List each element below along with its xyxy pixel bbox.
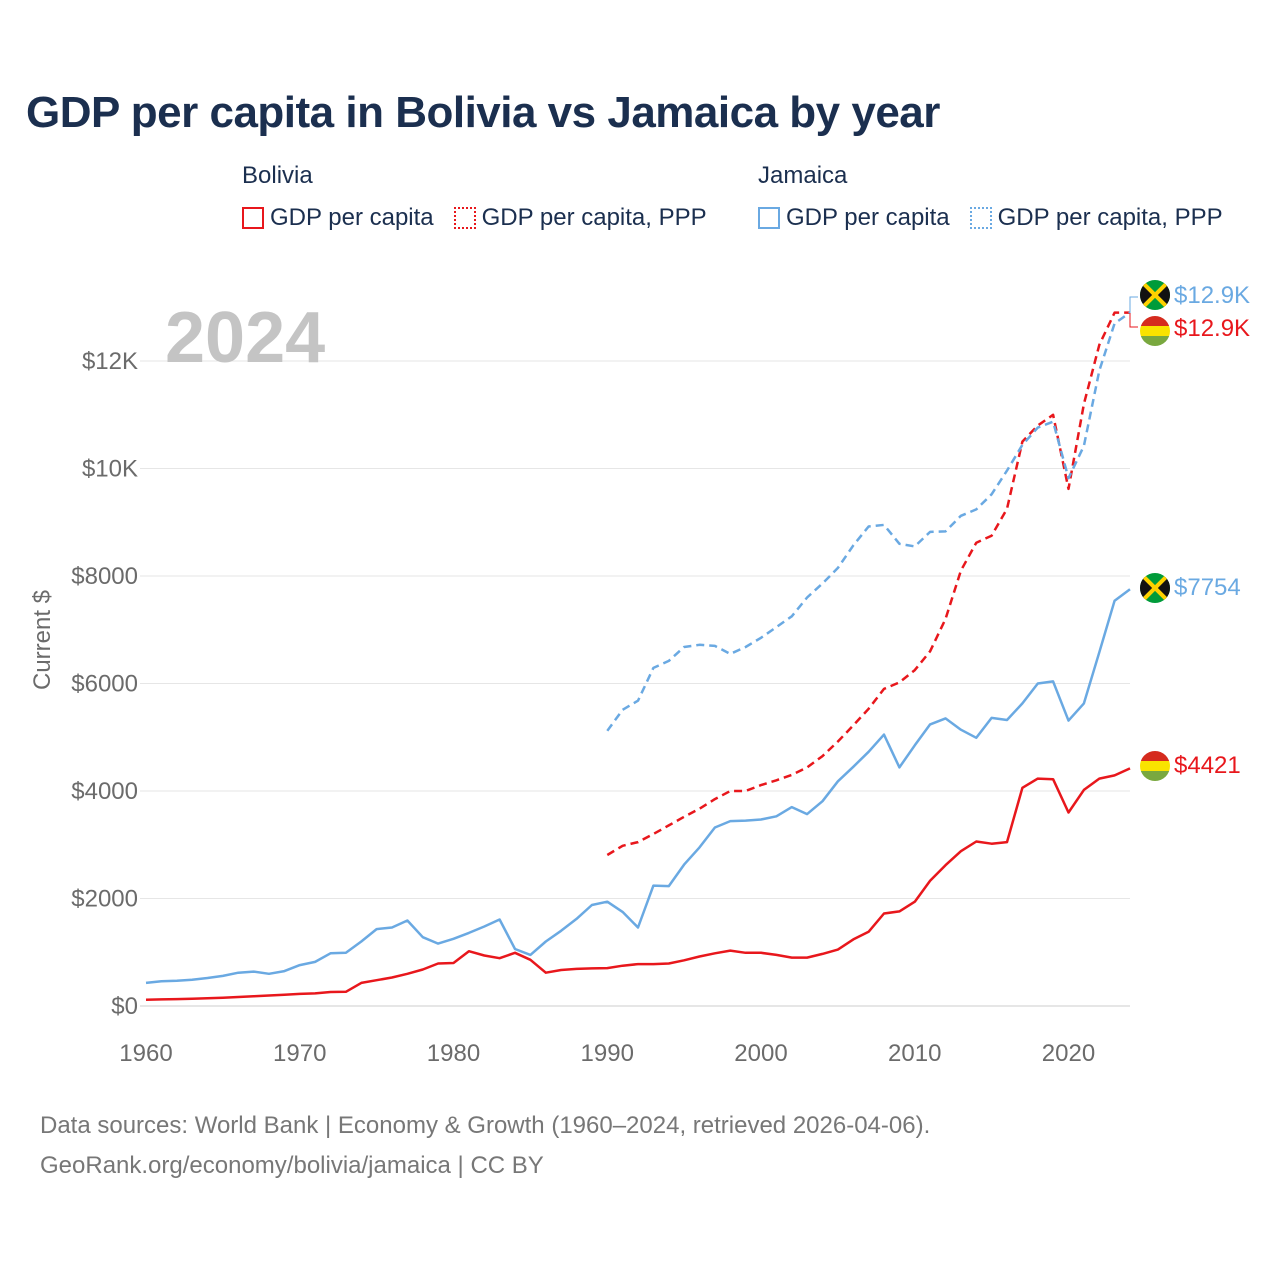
legend-group-name: Jamaica — [758, 162, 848, 189]
series-line-jamaica-gdp[interactable] — [145, 588, 1131, 985]
y-tick-label: $0 — [111, 993, 138, 1020]
end-label-jamaica-gdp: $7754 — [1174, 574, 1241, 601]
source-line-2[interactable]: GeoRank.org/economy/bolivia/jamaica | CC… — [40, 1152, 544, 1179]
x-tick-label: 1960 — [119, 1040, 172, 1067]
data-source: Data sources: World Bank | Economy & Gro… — [40, 1106, 930, 1186]
series-line-bolivia-gdp[interactable] — [145, 767, 1131, 1002]
series-lines — [145, 311, 1131, 1002]
legend-group-bolivia: Bolivia GDP per capita GDP per capita, P… — [242, 162, 707, 232]
gridlines — [140, 360, 1130, 1007]
line-chart: $0$2000$4000$6000$8000$10K$12K 1960 1970 1… — [29, 280, 1250, 1067]
series-line-bolivia-ppp[interactable] — [606, 311, 1130, 857]
legend-swatch-dotted — [453, 207, 476, 229]
x-tick-label: 1970 — [273, 1040, 326, 1067]
x-tick-label: 2020 — [1042, 1040, 1095, 1067]
y-tick-label: $4000 — [71, 778, 138, 805]
legend-group-jamaica: Jamaica GDP per capita GDP per capita, P… — [758, 162, 1223, 232]
y-tick-label: $2000 — [71, 886, 138, 913]
legend-item-label: GDP per capita — [270, 204, 434, 231]
legend-group-name: Bolivia — [242, 162, 313, 189]
legend-item-bolivia-gdp[interactable]: GDP per capita — [242, 204, 434, 232]
jamaica-flag-icon — [1140, 573, 1170, 603]
label-bracket-bolivia — [1129, 313, 1138, 328]
x-tick-label: 1990 — [581, 1040, 634, 1067]
x-tick-label: 1980 — [427, 1040, 480, 1067]
legend-item-label: GDP per capita, PPP — [997, 204, 1223, 231]
legend-item-bolivia-ppp[interactable]: GDP per capita, PPP — [453, 204, 707, 232]
x-tick-label: 2010 — [888, 1040, 941, 1067]
legend-item-label: GDP per capita, PPP — [481, 204, 707, 231]
y-axis: $0 $2000 $4000 $6000 $8000 $10K $12K — [71, 348, 138, 1020]
legend-item-label: GDP per capita — [786, 204, 950, 231]
y-axis-title: Current $ — [29, 590, 56, 690]
source-line-1: Data sources: World Bank | Economy & Gro… — [40, 1112, 931, 1139]
end-label-jamaica-ppp: $12.9K — [1174, 282, 1250, 309]
end-label-bolivia-ppp: $12.9K — [1174, 315, 1250, 342]
end-label-bolivia-gdp: $4421 — [1174, 752, 1241, 779]
legend-item-jamaica-gdp[interactable]: GDP per capita — [758, 204, 950, 232]
y-tick-label: $8000 — [71, 563, 138, 590]
legend-item-jamaica-ppp[interactable]: GDP per capita, PPP — [969, 204, 1223, 232]
jamaica-flag-icon — [1140, 280, 1170, 310]
legend-swatch-solid — [758, 207, 780, 229]
legend-swatch-solid — [242, 207, 264, 229]
x-tick-label: 2000 — [734, 1040, 787, 1067]
year-label: 2024 — [165, 298, 325, 378]
series-line-jamaica-ppp[interactable] — [606, 311, 1131, 732]
legend-swatch-dotted — [969, 207, 992, 229]
bolivia-flag-icon — [1140, 316, 1170, 346]
y-tick-label: $10K — [82, 456, 138, 483]
y-tick-label: $12K — [82, 348, 138, 375]
bolivia-flag-icon — [1140, 751, 1170, 781]
label-bracket-jamaica — [1129, 296, 1138, 328]
chart-title: GDP per capita in Bolivia vs Jamaica by … — [26, 88, 940, 137]
y-tick-label: $6000 — [71, 671, 138, 698]
x-axis: 1960 1970 1980 1990 2000 2010 2020 — [119, 1040, 1095, 1067]
